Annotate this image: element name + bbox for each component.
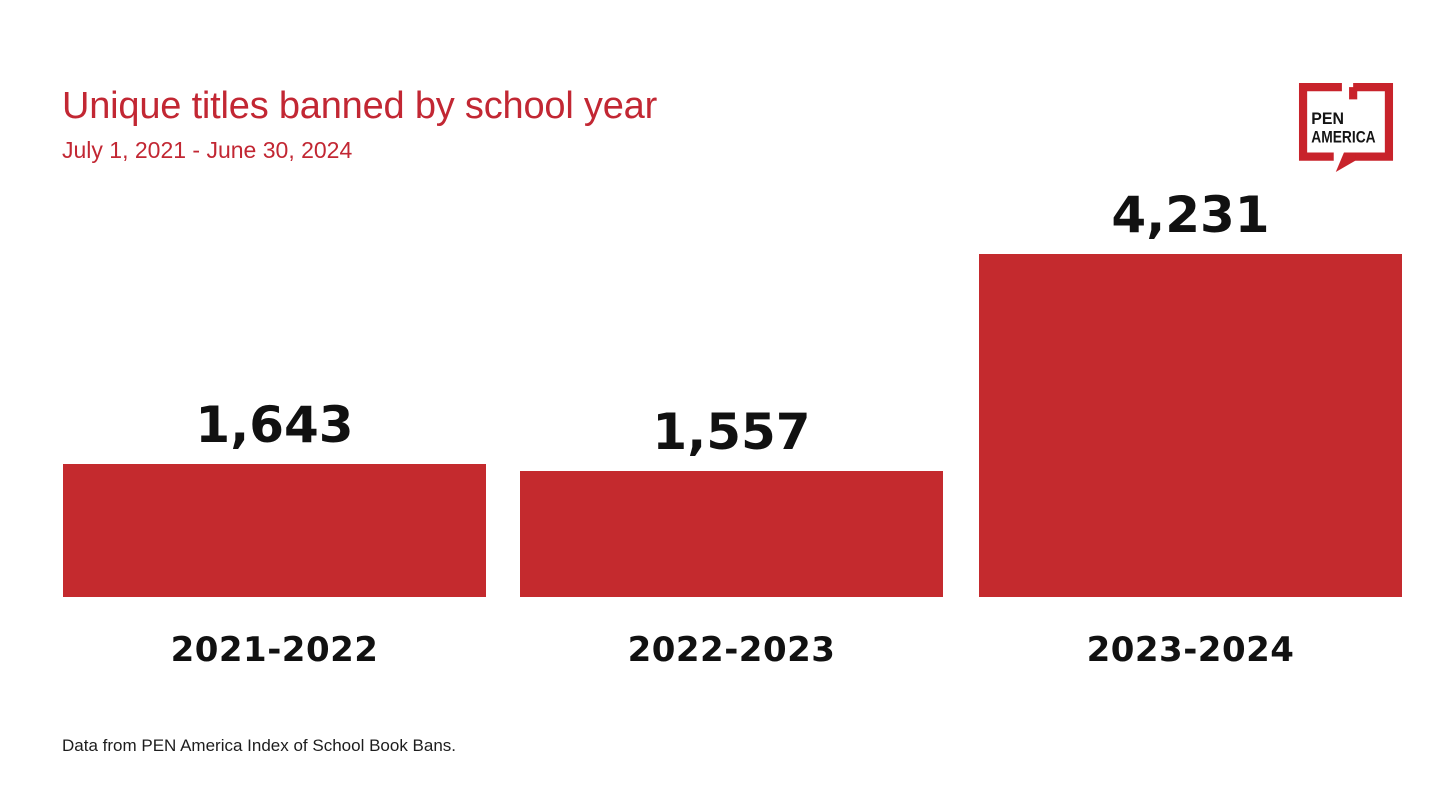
- bar-2021-2022: [63, 464, 486, 597]
- source-note: Data from PEN America Index of School Bo…: [62, 736, 457, 755]
- bar-2023-2024: [979, 254, 1402, 597]
- speech-bubble-logo-icon: PEN AMERICA: [1298, 83, 1394, 172]
- bar-value-label: 4,231: [1111, 186, 1270, 244]
- bar-value-label: 1,557: [652, 403, 811, 461]
- category-label: 2021-2022: [170, 630, 379, 670]
- bar-value-label: 1,643: [195, 396, 354, 454]
- category-label: 2022-2023: [627, 630, 836, 670]
- bar-2022-2023: [520, 471, 943, 597]
- page-subtitle: July 1, 2021 - June 30, 2024: [62, 137, 353, 163]
- logo-text-pen: PEN: [1311, 110, 1344, 128]
- category-label: 2023-2024: [1086, 630, 1295, 670]
- page-title: Unique titles banned by school year: [62, 85, 658, 127]
- logo-text-america: AMERICA: [1311, 128, 1376, 146]
- pen-america-logo: PEN AMERICA: [1294, 82, 1398, 174]
